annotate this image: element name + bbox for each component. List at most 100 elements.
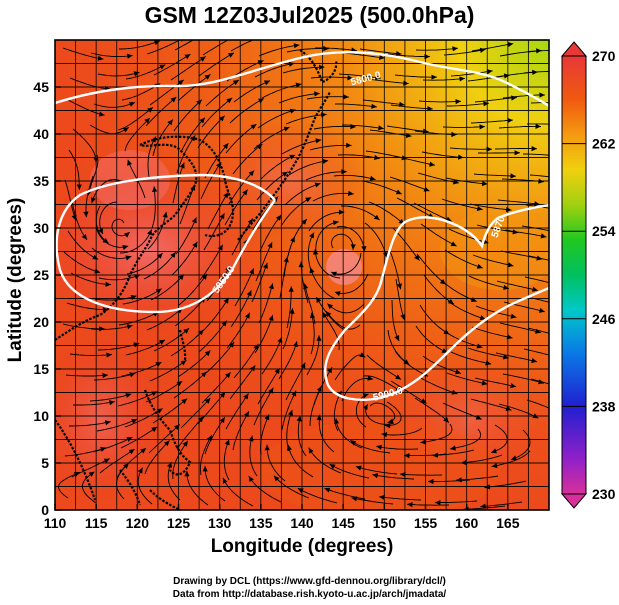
streamline [297, 487, 338, 504]
streamline-arrow [263, 262, 268, 269]
streamline-arrow [432, 452, 438, 458]
x-tick-label: 160 [455, 515, 479, 531]
streamline [450, 70, 493, 77]
x-tick-label: 130 [208, 515, 232, 531]
streamline-arrow [296, 415, 302, 422]
streamline [394, 350, 429, 377]
y-tick-label: 15 [33, 361, 49, 377]
streamline [529, 174, 549, 178]
streamline-arrow [428, 478, 434, 485]
streamline-arrow [341, 169, 347, 175]
streamline [428, 479, 471, 482]
streamline-arrow [264, 414, 270, 421]
streamline [67, 230, 99, 260]
streamline [150, 274, 185, 301]
streamline-arrow [144, 118, 150, 124]
streamline [443, 48, 486, 56]
streamline [463, 505, 506, 510]
streamline [225, 123, 257, 154]
streamline-arrow [316, 414, 322, 421]
streamline-arrow [381, 432, 388, 438]
x-tick-label: 120 [126, 515, 150, 531]
streamline-arrow [134, 274, 141, 280]
streamline-arrow [476, 263, 483, 269]
streamline-arrow [479, 124, 485, 130]
streamline [501, 178, 544, 183]
streamline-arrow [122, 244, 129, 250]
streamline [87, 154, 99, 196]
streamline [419, 304, 450, 335]
streamline [442, 126, 486, 128]
streamline-arrow [455, 369, 461, 375]
streamline-arrow [511, 95, 517, 101]
streamline [510, 429, 531, 461]
streamline [261, 83, 302, 99]
streamline-arrow [420, 398, 427, 404]
streamline [369, 402, 396, 423]
streamline-arrow [399, 101, 405, 107]
streamline-arrow [308, 447, 314, 454]
streamline-arrow [312, 249, 319, 255]
streamline [523, 153, 549, 156]
stream-arrows [71, 30, 547, 510]
sakhalin-coast [299, 49, 338, 84]
streamline [200, 162, 222, 200]
streamline [387, 329, 410, 366]
streamline [278, 92, 320, 104]
colorbar-scale [561, 55, 587, 495]
streamline [338, 73, 381, 79]
streamline-arrow [443, 417, 449, 423]
x-tick-label: 140 [290, 515, 314, 531]
streamline-arrow [303, 283, 309, 290]
streamline-arrow [183, 328, 190, 334]
streamline [366, 78, 409, 85]
streamline [97, 342, 140, 351]
streamline-arrow [179, 162, 185, 169]
streamline-arrow [404, 453, 410, 459]
streamline-arrow [204, 350, 211, 357]
streamline [470, 398, 512, 411]
streamline-arrow [395, 189, 402, 195]
streamline [442, 402, 482, 420]
streamline [329, 463, 370, 479]
streamline [337, 154, 380, 159]
streamline-arrow [263, 33, 269, 38]
streamline-arrow [539, 92, 545, 98]
streamline [387, 53, 430, 58]
streamline-arrow [510, 383, 517, 389]
streamline [205, 341, 235, 374]
streamline-arrow [338, 209, 345, 215]
streamline-arrow [244, 411, 249, 418]
streamline [309, 267, 337, 300]
streamline [286, 48, 329, 53]
streamline [297, 415, 307, 457]
streamline [226, 312, 251, 349]
colorbar-bottom-triangle [560, 493, 588, 509]
streamline-arrow [206, 30, 212, 35]
streamline [504, 229, 547, 238]
streamline-arrow [268, 387, 274, 394]
streamline [205, 79, 240, 107]
streamline [233, 80, 271, 103]
streamline [233, 343, 259, 379]
streamline-arrow [170, 97, 177, 103]
streamline-arrow [147, 107, 153, 113]
streamline [414, 397, 450, 424]
streamline-arrow [420, 439, 426, 445]
streamline [167, 461, 181, 501]
streamline-arrow [256, 144, 263, 150]
streamline-arrow [479, 47, 486, 53]
streamline-arrow [288, 286, 294, 292]
streamline [491, 450, 531, 467]
streamline-arrow [476, 206, 483, 212]
streamline [300, 261, 309, 304]
streamline-arrow [540, 233, 547, 239]
streamline-arrow [221, 320, 227, 327]
streamline-arrow [277, 337, 283, 344]
streamline-arrow [439, 279, 446, 285]
streamline [417, 172, 459, 184]
streamline-arrow [180, 360, 187, 366]
streamline [202, 40, 229, 56]
streamline [170, 329, 204, 357]
x-tick-label: 155 [414, 515, 438, 531]
